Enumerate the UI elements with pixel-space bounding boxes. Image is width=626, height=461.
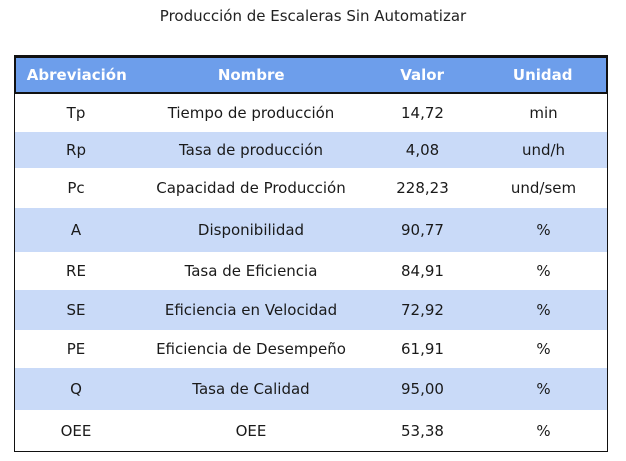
cell-name: Eficiencia en Velocidad: [164, 301, 338, 319]
header-unit: Unidad: [512, 66, 573, 84]
cell-name: Tasa de producción: [178, 141, 324, 159]
cell-unit: %: [536, 221, 551, 239]
cell-abbreviation: Rp: [66, 141, 86, 159]
cell-abbreviation: RE: [66, 262, 86, 280]
table-row: Q Tasa de Calidad 95,00 %: [15, 368, 607, 410]
cell-name: Eficiencia de Desempeño: [156, 340, 346, 358]
cell-abbreviation: OEE: [60, 421, 92, 440]
cell-name: Capacidad de Producción: [156, 179, 346, 197]
cell-value: 61,91: [401, 340, 444, 358]
cell-unit: %: [536, 421, 551, 440]
table-row: A Disponibilidad 90,77 %: [15, 208, 607, 252]
cell-value: 228,23: [396, 179, 449, 197]
table-row: SE Eficiencia en Velocidad 72,92 %: [15, 290, 607, 330]
cell-value: 72,92: [401, 301, 444, 319]
cell-unit: min: [529, 104, 558, 122]
cell-name: Disponibilidad: [197, 221, 305, 239]
cell-abbreviation: PE: [66, 340, 86, 358]
cell-name: Tasa de Eficiencia: [184, 262, 318, 280]
cell-abbreviation: SE: [66, 301, 86, 319]
cell-value: 4,08: [405, 141, 440, 159]
header-name: Nombre: [217, 66, 285, 84]
table-row: Rp Tasa de producción 4,08 und/h: [15, 132, 607, 168]
table-title: Producción de Escaleras Sin Automatizar: [159, 7, 467, 25]
cell-name: Tiempo de producción: [167, 104, 335, 122]
table-row: Tp Tiempo de producción 14,72 min: [15, 94, 607, 132]
cell-abbreviation: Q: [70, 380, 82, 398]
table-row: PE Eficiencia de Desempeño 61,91 %: [15, 330, 607, 368]
header-value: Valor: [400, 66, 445, 84]
cell-unit: und/h: [521, 141, 566, 159]
cell-abbreviation: Pc: [67, 179, 85, 197]
cell-unit: %: [536, 262, 551, 280]
cell-name: OEE: [235, 421, 267, 440]
cell-value: 53,38: [401, 421, 444, 440]
table-header-row: Abreviación Nombre Valor Unidad: [14, 56, 608, 94]
cell-value: 90,77: [401, 221, 444, 239]
cell-unit: %: [536, 380, 551, 398]
data-table: Abreviación Nombre Valor Unidad Tp Tiemp…: [14, 55, 608, 452]
cell-name: Tasa de Calidad: [192, 380, 310, 398]
cell-unit: %: [536, 340, 551, 358]
cell-value: 14,72: [401, 104, 444, 122]
cell-value: 84,91: [401, 262, 444, 280]
header-abbreviation: Abreviación: [26, 66, 127, 84]
cell-abbreviation: Tp: [66, 104, 86, 122]
cell-unit: %: [536, 301, 551, 319]
cell-unit: und/sem: [510, 179, 577, 197]
table-row: OEE OEE 53,38 %: [15, 410, 607, 451]
table-row: RE Tasa de Eficiencia 84,91 %: [15, 252, 607, 290]
cell-abbreviation: A: [70, 221, 82, 239]
cell-value: 95,00: [401, 380, 444, 398]
table-row: Pc Capacidad de Producción 228,23 und/se…: [15, 168, 607, 208]
